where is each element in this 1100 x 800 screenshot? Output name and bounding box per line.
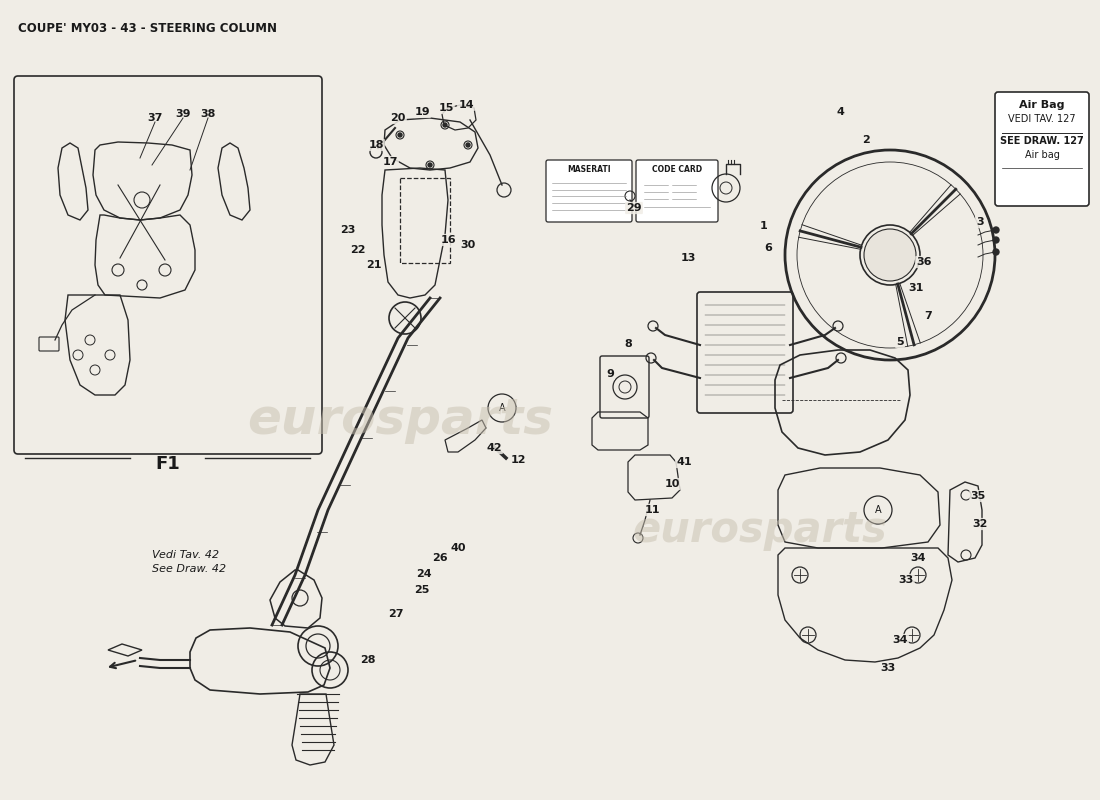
Text: 2: 2 [862, 135, 870, 145]
FancyBboxPatch shape [546, 160, 632, 222]
Text: 37: 37 [147, 113, 163, 123]
Text: 33: 33 [899, 575, 914, 585]
Text: A: A [498, 403, 505, 413]
Text: 11: 11 [645, 505, 660, 515]
FancyBboxPatch shape [996, 92, 1089, 206]
Text: Air bag: Air bag [1024, 150, 1059, 160]
Circle shape [466, 143, 470, 147]
Text: 12: 12 [510, 455, 526, 465]
Circle shape [443, 123, 447, 127]
Text: 25: 25 [415, 585, 430, 595]
Text: 35: 35 [970, 491, 986, 501]
Text: 27: 27 [388, 609, 404, 619]
Text: 4: 4 [836, 107, 844, 117]
FancyBboxPatch shape [14, 76, 322, 454]
Text: 28: 28 [361, 655, 376, 665]
Circle shape [398, 133, 402, 137]
Circle shape [993, 237, 999, 243]
Text: 5: 5 [896, 337, 904, 347]
Text: 33: 33 [880, 663, 895, 673]
Text: 17: 17 [383, 157, 398, 167]
Text: Air Bag: Air Bag [1020, 100, 1065, 110]
Text: 1: 1 [760, 221, 768, 231]
Text: 30: 30 [461, 240, 475, 250]
Circle shape [864, 229, 916, 281]
Text: VEDI TAV. 127: VEDI TAV. 127 [1009, 114, 1076, 124]
Text: 13: 13 [680, 253, 695, 263]
Text: 6: 6 [764, 243, 772, 253]
Text: 31: 31 [909, 283, 924, 293]
Text: 8: 8 [624, 339, 631, 349]
Text: 14: 14 [459, 100, 474, 110]
Text: 38: 38 [200, 109, 216, 119]
Text: COUPE' MY03 - 43 - STEERING COLUMN: COUPE' MY03 - 43 - STEERING COLUMN [18, 22, 277, 35]
Text: 20: 20 [390, 113, 406, 123]
Text: 26: 26 [432, 553, 448, 563]
Text: Vedi Tav. 42: Vedi Tav. 42 [152, 550, 219, 560]
Text: MASERATI: MASERATI [568, 165, 611, 174]
Text: 21: 21 [366, 260, 382, 270]
Text: 41: 41 [676, 457, 692, 467]
Circle shape [993, 227, 999, 233]
Text: 22: 22 [350, 245, 365, 255]
Text: 29: 29 [626, 203, 641, 213]
Text: 15: 15 [438, 103, 453, 113]
Text: SEE DRAW. 127: SEE DRAW. 127 [1000, 136, 1084, 146]
Bar [400, 178, 450, 263]
Text: See Draw. 42: See Draw. 42 [152, 564, 227, 574]
Text: 16: 16 [440, 235, 455, 245]
Text: 3: 3 [976, 217, 983, 227]
Circle shape [428, 163, 432, 167]
Text: 36: 36 [916, 257, 932, 267]
Text: 34: 34 [892, 635, 907, 645]
Text: 23: 23 [340, 225, 355, 235]
Text: eurosparts: eurosparts [248, 396, 553, 444]
Text: 34: 34 [911, 553, 926, 563]
Text: 18: 18 [368, 140, 384, 150]
Text: 42: 42 [486, 443, 502, 453]
Circle shape [993, 249, 999, 255]
Text: 24: 24 [416, 569, 432, 579]
FancyBboxPatch shape [636, 160, 718, 222]
Text: F1: F1 [155, 455, 180, 473]
Text: 9: 9 [606, 369, 614, 379]
Text: 10: 10 [664, 479, 680, 489]
Text: 40: 40 [450, 543, 465, 553]
Text: CODE CARD: CODE CARD [652, 165, 702, 174]
Text: A: A [874, 505, 881, 515]
Text: 39: 39 [175, 109, 190, 119]
Text: 7: 7 [924, 311, 932, 321]
Text: eurosparts: eurosparts [632, 509, 888, 551]
Text: 32: 32 [972, 519, 988, 529]
Text: 19: 19 [415, 107, 430, 117]
